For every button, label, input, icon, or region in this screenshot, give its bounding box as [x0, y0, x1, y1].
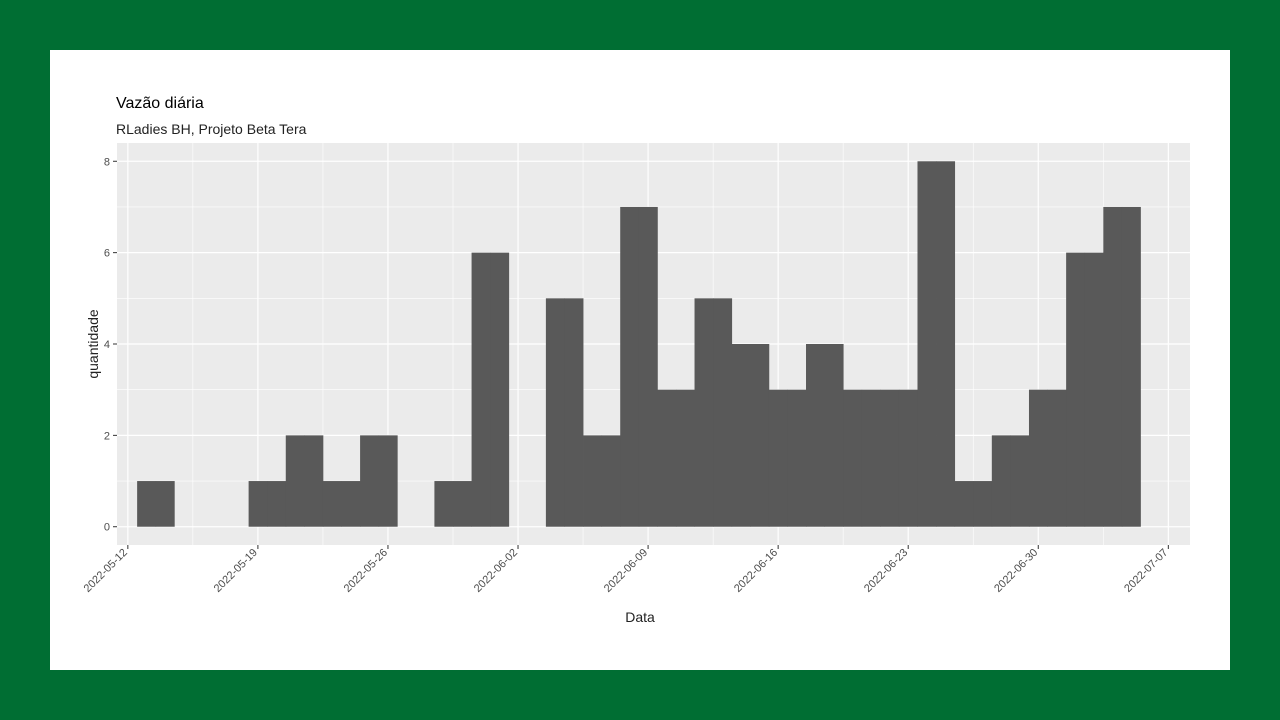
histogram-plot: 0 2 4 6 8 2022-05-12 2022-05-19 2022-05-26 2022-… — [82, 143, 1190, 595]
histogram-bar — [1010, 435, 1030, 527]
y-axis-label: quantidade — [85, 309, 101, 379]
histogram-bar — [620, 206, 640, 527]
histogram-bar — [1047, 389, 1067, 527]
x-tick-label: 2022-05-12 — [82, 547, 130, 595]
x-tick-label: 2022-06-09 — [602, 547, 650, 595]
histogram-bar — [787, 389, 807, 527]
histogram-bar — [843, 389, 863, 527]
histogram-bar — [694, 298, 714, 527]
histogram-bar — [638, 206, 658, 527]
y-tick-label: 2 — [104, 430, 110, 442]
y-tick-label: 6 — [104, 248, 110, 260]
chart-title: Vazão diária — [116, 95, 204, 112]
x-tick-label: 2022-06-23 — [862, 547, 910, 595]
histogram-bar — [936, 161, 956, 527]
histogram-bar — [583, 435, 603, 527]
histogram-bar — [991, 435, 1011, 527]
histogram-bar — [601, 435, 621, 527]
histogram-bar — [137, 481, 157, 527]
histogram-bar — [267, 481, 287, 527]
histogram-bar — [824, 344, 844, 527]
histogram-bar — [564, 298, 584, 527]
histogram-bar — [304, 435, 324, 527]
histogram-bar — [1084, 252, 1104, 527]
histogram-bar — [471, 252, 491, 527]
histogram-bar — [434, 481, 454, 527]
histogram-bar — [490, 252, 510, 527]
histogram-bar — [806, 344, 825, 527]
chart-subtitle: RLadies BH, Projeto Beta Tera — [116, 121, 307, 137]
histogram-bar — [545, 298, 565, 527]
histogram-bar — [880, 389, 900, 527]
histogram-bar — [1121, 206, 1141, 527]
histogram-bar — [917, 161, 937, 527]
histogram-bar — [713, 298, 733, 527]
histogram-bar — [731, 344, 751, 527]
histogram-bar — [657, 389, 677, 527]
histogram-bar — [155, 481, 175, 527]
x-tick-label: 2022-07-07 — [1122, 547, 1170, 595]
histogram-bar — [378, 435, 398, 527]
histogram-bar — [248, 481, 268, 527]
x-tick-label: 2022-06-02 — [472, 547, 520, 595]
histogram-bar — [452, 481, 472, 527]
x-tick-label: 2022-05-26 — [342, 547, 390, 595]
histogram-bar — [750, 344, 770, 527]
histogram-bar — [1028, 389, 1048, 527]
histogram-bar — [973, 481, 993, 527]
histogram-bar — [285, 435, 305, 527]
x-tick-label: 2022-06-16 — [732, 547, 780, 595]
x-axis-label: Data — [625, 609, 655, 625]
histogram-bar — [898, 389, 918, 527]
histogram-bar — [360, 435, 380, 527]
histogram-bar — [954, 481, 974, 527]
y-tick-label: 8 — [104, 156, 110, 168]
histogram-bar — [341, 481, 361, 527]
y-tick-label: 4 — [104, 339, 110, 351]
y-tick-label: 0 — [104, 522, 110, 534]
histogram-bar — [861, 389, 881, 527]
histogram-bar — [322, 481, 342, 527]
chart-card: Vazão diária RLadies BH, Projeto Beta Te… — [50, 50, 1230, 670]
histogram-bar — [1103, 206, 1123, 527]
x-tick-label: 2022-05-19 — [212, 547, 260, 595]
histogram-bar — [768, 389, 788, 527]
histogram-bar — [1066, 252, 1086, 527]
x-tick-label: 2022-06-30 — [992, 547, 1040, 595]
histogram-bar — [675, 389, 695, 527]
